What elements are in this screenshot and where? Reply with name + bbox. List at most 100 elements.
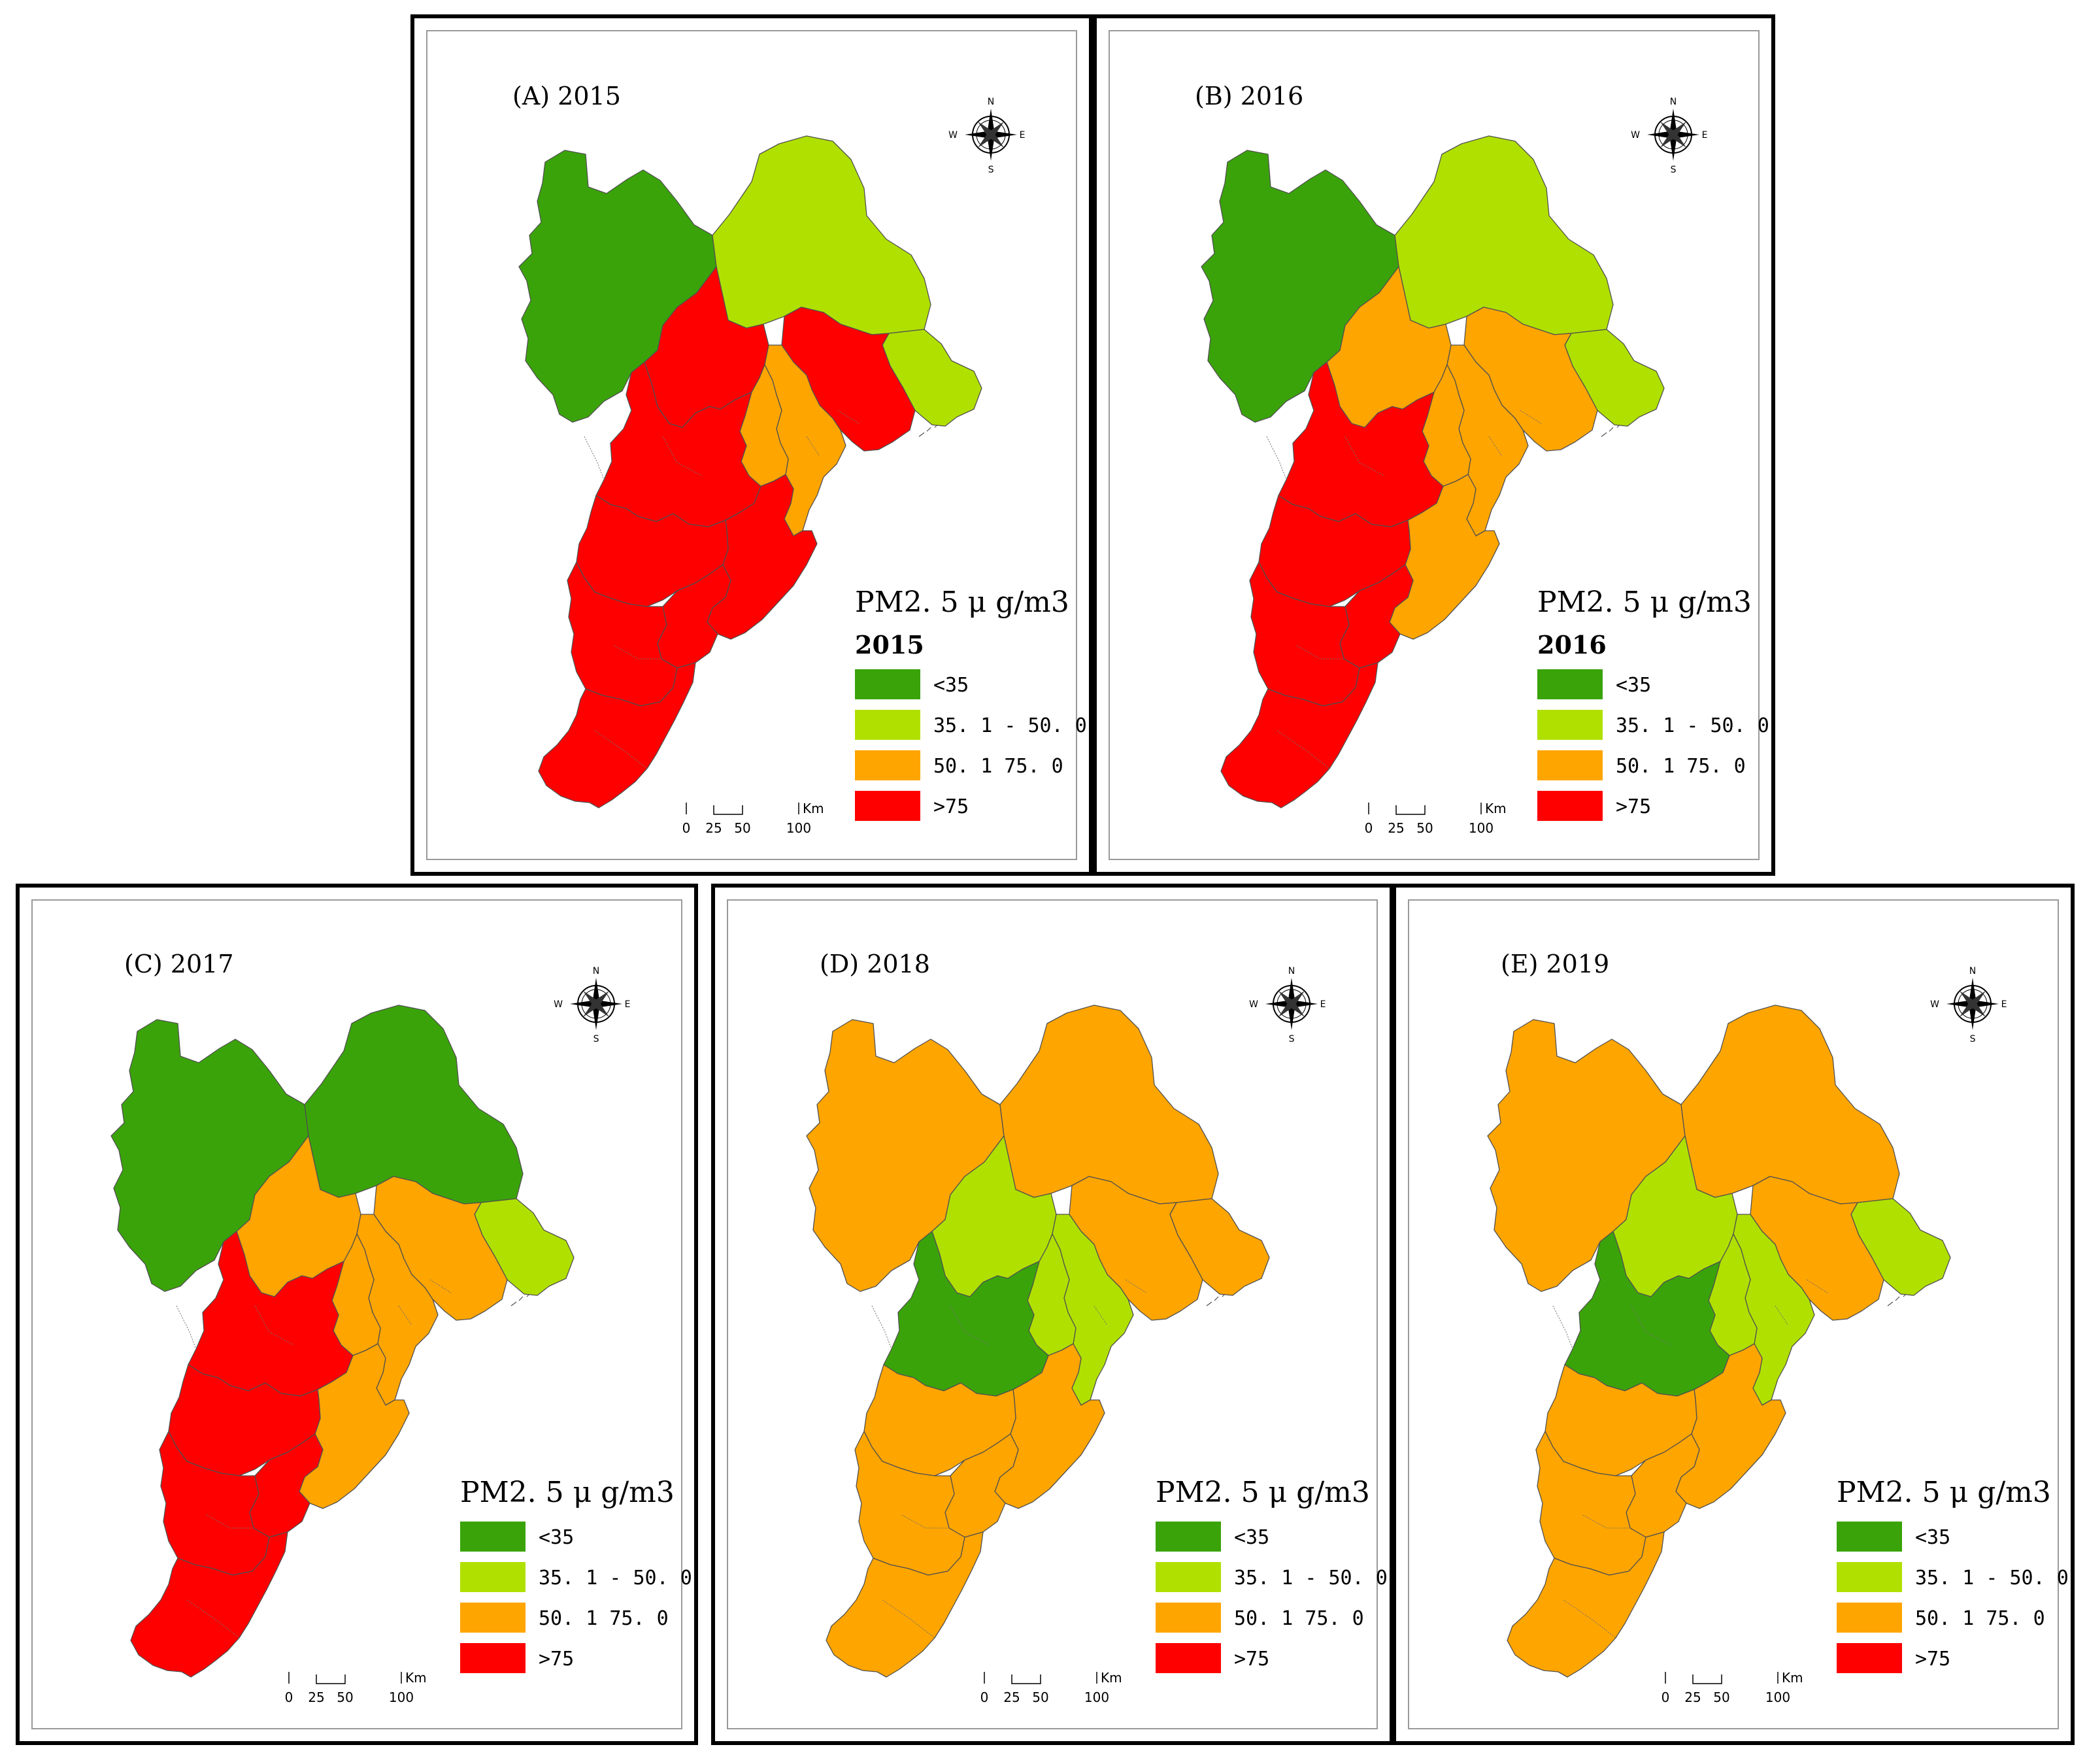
compass-label-e: E	[1320, 999, 1326, 1010]
legend-swatch-50to75	[1537, 750, 1603, 780]
scale-bar-line	[686, 803, 799, 815]
coastline-detail	[1206, 1293, 1226, 1306]
county-boundary	[871, 1305, 892, 1350]
county-boundary	[584, 436, 605, 480]
legend-label-35to50: 35. 1 - 50. 0	[1915, 1567, 2069, 1589]
region-hd	[538, 662, 696, 808]
scale-tick-label: 100	[389, 1689, 414, 1705]
county-boundary	[882, 1599, 935, 1639]
scale-tick-label: 0	[1661, 1689, 1670, 1705]
legend-label-35to50: 35. 1 - 50. 0	[1616, 714, 1769, 737]
map-svg: (C) 2017 N S E W 0 25 50 100 Km PM2. 5 μ g/m3 <3…	[110, 950, 692, 1705]
legend-swatch-gt75	[460, 1643, 526, 1673]
scale-tick-label: 50	[1416, 820, 1433, 836]
county-boundary	[1266, 436, 1287, 480]
panel-title: (A) 2015	[512, 82, 621, 110]
scale-tick-label: 25	[1003, 1689, 1020, 1705]
county-boundary	[594, 730, 648, 769]
scale-tick-label: 100	[1469, 820, 1494, 836]
region-hd	[130, 1531, 288, 1678]
map-svg: (E) 2019 N S E W 0 25 50 100 Km PM2. 5 μ g/m3 <3…	[1487, 950, 2069, 1705]
scale-tick-label: 25	[308, 1689, 324, 1705]
region-cd	[1680, 1005, 1900, 1205]
legend: PM2. 5 μ g/m3 <35 35. 1 - 50. 0 50. 1 75. 0…	[1837, 1476, 2069, 1673]
compass-label-w: W	[948, 130, 958, 141]
hebei-map	[1201, 135, 1665, 808]
legend-swatch-50to75	[1156, 1603, 1221, 1633]
scale-unit-label: Km	[803, 801, 824, 816]
region-cd	[1394, 135, 1614, 335]
scale-bar: 0 25 50 100 Km	[980, 1670, 1122, 1705]
legend-label-35to50: 35. 1 - 50. 0	[933, 714, 1087, 737]
legend-label-lt35: <35	[1234, 1526, 1269, 1549]
coastline-detail	[510, 1293, 530, 1306]
legend-swatch-gt75	[1537, 791, 1603, 821]
compass-needle	[1278, 991, 1305, 1017]
scale-unit-label: Km	[1101, 1670, 1122, 1686]
county-boundary	[1344, 436, 1385, 476]
legend-swatch-35to50	[855, 710, 920, 740]
scale-bar: 0 25 50 100 Km	[1661, 1670, 1803, 1705]
legend-label-gt75: >75	[933, 795, 969, 818]
legend-title: PM2. 5 μ g/m3	[1537, 586, 1752, 619]
compass-needle	[583, 991, 609, 1017]
map-panel-2019: (E) 2019 N S E W 0 25 50 100 Km PM2. 5 μ g/m3 <3…	[1392, 884, 2075, 1745]
compass-needle	[1660, 122, 1686, 148]
legend-label-35to50: 35. 1 - 50. 0	[539, 1567, 692, 1589]
scale-tick-label: 25	[705, 820, 722, 836]
county-boundary	[1631, 1305, 1671, 1346]
compass-label-n: N	[1288, 966, 1295, 976]
region-zjk	[1487, 1019, 1686, 1292]
legend-swatch-lt35	[1156, 1522, 1221, 1552]
legend: PM2. 5 μ g/m3 2016 <35 35. 1 - 50. 0 50. 1 7…	[1537, 586, 1769, 821]
scale-tick-label: 50	[734, 820, 750, 836]
legend-label-lt35: <35	[933, 674, 969, 697]
compass-needle	[978, 122, 1004, 148]
scale-bar: 0 25 50 100 Km	[285, 1670, 427, 1705]
compass-label-w: W	[1631, 130, 1640, 141]
compass-label-s: S	[593, 1034, 599, 1044]
legend-swatch-50to75	[855, 750, 920, 780]
legend-label-lt35: <35	[1915, 1526, 1950, 1549]
hebei-map	[110, 1005, 575, 1678]
compass-rose-icon: N S E W	[1631, 97, 1707, 175]
county-boundary	[614, 645, 661, 659]
legend-title: PM2. 5 μ g/m3	[1837, 1476, 2051, 1509]
scale-tick-label: 50	[337, 1689, 353, 1705]
scale-tick-label: 100	[1084, 1689, 1109, 1705]
legend-year: 2015	[855, 630, 924, 659]
region-hd	[1507, 1531, 1665, 1678]
legend-label-gt75: >75	[539, 1648, 574, 1671]
legend-year: 2016	[1537, 630, 1607, 659]
compass-label-w: W	[1930, 999, 1939, 1010]
county-boundary	[206, 1514, 254, 1529]
legend-swatch-35to50	[460, 1562, 526, 1592]
legend-label-gt75: >75	[1234, 1648, 1269, 1671]
legend-label-50to75: 50. 1 75. 0	[1915, 1607, 2045, 1630]
county-boundary	[1552, 1305, 1573, 1350]
compass-label-s: S	[988, 165, 994, 175]
compass-label-s: S	[1970, 1034, 1976, 1044]
region-cd	[304, 1005, 524, 1205]
scale-tick-label: 0	[682, 820, 691, 836]
county-boundary	[1277, 730, 1330, 769]
coastline-detail	[1887, 1293, 1907, 1306]
compass-rose-icon: N S E W	[554, 966, 630, 1044]
scale-bar-line	[1368, 803, 1482, 815]
compass-label-n: N	[988, 97, 994, 107]
compass-label-n: N	[1969, 966, 1976, 976]
scale-tick-label: 50	[1032, 1689, 1048, 1705]
scale-unit-label: Km	[405, 1670, 427, 1686]
panel-title: (B) 2016	[1195, 82, 1303, 110]
legend-swatch-lt35	[1837, 1522, 1902, 1552]
scale-tick-label: 100	[1765, 1689, 1790, 1705]
map-panel-2016: (B) 2016 N S E W 0 25 50 100 Km PM2. 5 μ g/m3 20…	[1093, 14, 1775, 876]
map-svg: (D) 2018 N S E W 0 25 50 100 Km PM2. 5 μ g/m3 <3…	[806, 950, 1388, 1705]
region-zjk	[1201, 150, 1399, 423]
scale-unit-label: Km	[1782, 1670, 1803, 1686]
county-boundary	[254, 1305, 295, 1346]
map-svg: (A) 2015 N S E W 0 25 50 100 Km PM2. 5 μ g/m3 20…	[512, 82, 1087, 836]
legend-label-50to75: 50. 1 75. 0	[1234, 1607, 1364, 1630]
county-boundary	[1296, 645, 1344, 659]
county-boundary	[186, 1599, 240, 1639]
